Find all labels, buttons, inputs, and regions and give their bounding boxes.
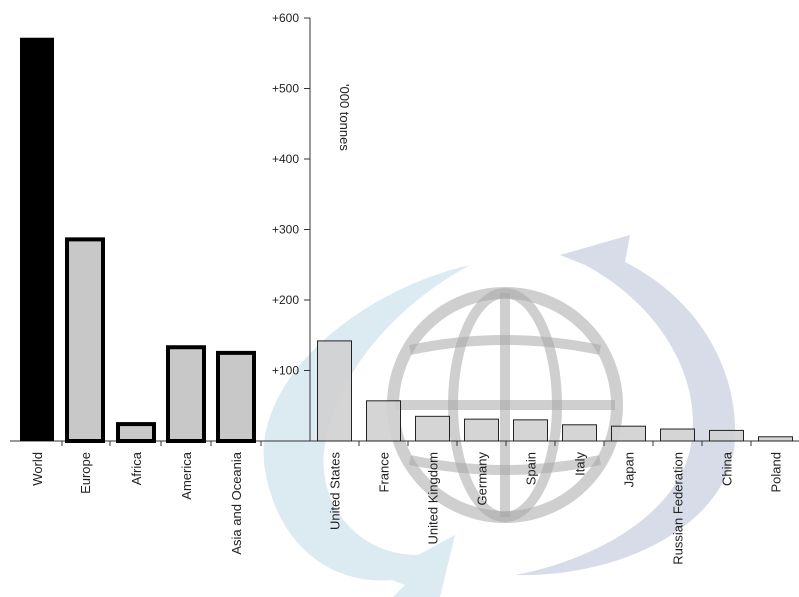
y-tick-label: +200 — [272, 293, 299, 307]
y-tick-label: +400 — [272, 152, 299, 166]
x-category-label: Japan — [622, 452, 637, 487]
y-tick-label: +100 — [272, 364, 299, 378]
country-bar — [317, 340, 352, 442]
country-bar — [464, 418, 499, 442]
x-category-label: China — [720, 451, 735, 486]
x-category-label: United Kingdom — [426, 452, 441, 545]
region-bar — [116, 422, 156, 443]
y-tick-label: +300 — [272, 223, 299, 237]
region-bar — [65, 237, 105, 443]
country-bar — [660, 428, 695, 442]
x-category-label: Russian Federation — [671, 452, 686, 565]
x-category-label: Germany — [475, 452, 490, 506]
region-bars — [20, 37, 262, 446]
country-bar — [415, 415, 450, 442]
x-category-label: America — [179, 451, 194, 499]
x-category-label: Europe — [78, 452, 93, 494]
x-category-label: Asia and Oceania — [229, 451, 244, 554]
x-category-label: World — [30, 452, 45, 486]
y-axis-ticks: +100 +200 +300 +400 +500 +600 — [272, 11, 310, 378]
x-category-label: United States — [328, 452, 343, 531]
country-bar — [366, 400, 401, 442]
country-bar — [758, 436, 793, 442]
x-category-label: Spain — [524, 452, 539, 485]
country-bars — [317, 340, 793, 446]
country-bar — [562, 424, 597, 442]
y-tick-label: +600 — [272, 11, 299, 25]
x-category-label: France — [377, 452, 392, 492]
x-category-label: Poland — [769, 452, 784, 492]
x-axis-labels: World Europe Africa America Asia and Oceania… — [30, 451, 784, 565]
x-category-label: Italy — [573, 452, 588, 476]
x-category-label: Africa — [129, 451, 144, 485]
y-tick-label: +500 — [272, 82, 299, 96]
region-bar — [216, 350, 256, 443]
unit-label: '000 tonnes — [337, 84, 352, 151]
country-bar — [611, 425, 646, 442]
country-bar — [513, 419, 548, 442]
country-bar — [709, 429, 744, 442]
region-bar — [20, 37, 54, 442]
region-bar — [166, 345, 206, 443]
